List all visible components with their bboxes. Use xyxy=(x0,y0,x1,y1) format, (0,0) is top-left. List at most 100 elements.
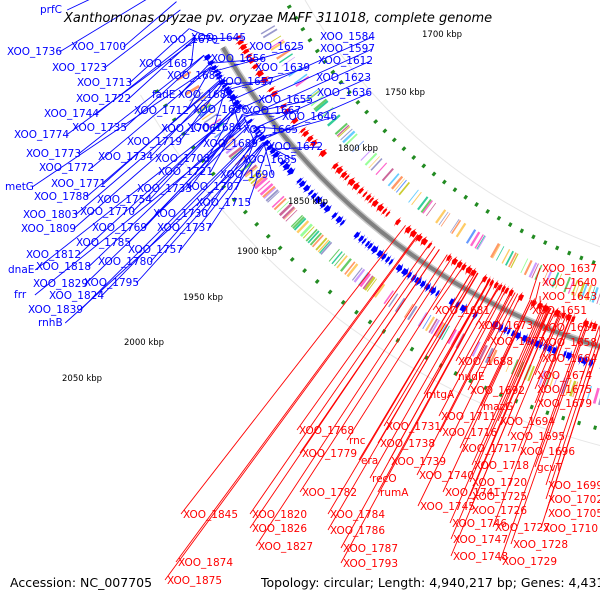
forward-gene-arrow xyxy=(366,241,375,251)
outer-marker xyxy=(424,355,429,361)
cog-feature-block xyxy=(352,140,364,153)
reverse-gene-arrow xyxy=(318,148,328,158)
leader-line-forward xyxy=(67,0,90,11)
cog-feature-block xyxy=(278,53,293,64)
cog-feature-block xyxy=(263,187,277,199)
leader-line-forward xyxy=(73,93,229,230)
forward-gene-arrow xyxy=(214,74,225,81)
leader-line-forward xyxy=(123,1,177,48)
leader-line-forward xyxy=(59,0,147,53)
cog-feature-block xyxy=(290,214,303,228)
gene-label-reverse: XOO_1738 xyxy=(380,438,435,450)
reverse-gene-arrow xyxy=(393,217,402,227)
leader-line-reverse xyxy=(416,290,512,476)
outer-marker xyxy=(529,404,534,410)
reverse-gene-arrow xyxy=(298,126,308,135)
leader-line-forward xyxy=(212,89,226,130)
cog-feature-block xyxy=(319,240,331,254)
forward-gene-arrow xyxy=(506,326,512,337)
inner-marker xyxy=(452,187,458,193)
leader-line-forward xyxy=(208,58,264,64)
cog-feature-block xyxy=(584,284,593,301)
cog-feature-block xyxy=(391,175,404,190)
leader-line-reverse xyxy=(255,254,448,547)
forward-gene-arrow xyxy=(448,296,456,308)
gene-label-forward: XOO_1708 xyxy=(155,153,210,165)
leader-line-reverse xyxy=(175,234,419,563)
forward-gene-arrow xyxy=(202,53,213,61)
inner-marker xyxy=(293,15,299,21)
gene-label-reverse: gcvT xyxy=(537,462,563,474)
leader-line-forward xyxy=(251,126,296,131)
cog-feature-block xyxy=(305,88,319,100)
gene-label-reverse: XOO_1747 xyxy=(453,534,508,546)
gene-label-reverse: XOO_1793 xyxy=(343,558,398,570)
cog-feature-block xyxy=(244,166,259,178)
reverse-gene-arrow xyxy=(571,313,576,325)
reverse-gene-arrow xyxy=(530,297,537,309)
cog-feature-block xyxy=(470,231,481,247)
inner-marker xyxy=(322,59,328,64)
reverse-gene-arrow xyxy=(289,116,300,125)
leader-line-reverse xyxy=(534,321,588,468)
gene-label-reverse: XOO_1681 xyxy=(435,305,490,317)
genome-summary-label: Topology: circular; Length: 4,940,217 bp… xyxy=(260,575,600,590)
forward-gene-arrow xyxy=(376,249,384,259)
gene-label-reverse: XOO_1673 xyxy=(478,320,533,332)
leader-line-forward xyxy=(91,67,212,169)
ruler-tick-label: 1850 kbp xyxy=(288,197,328,207)
gene-label-reverse: XOO_1845 xyxy=(183,509,238,521)
leader-line-forward xyxy=(264,144,295,161)
gene-label-forward: XOO_1707 xyxy=(185,181,240,193)
gene-label-reverse: mtgA xyxy=(426,389,455,401)
gene-label-reverse: XOO_1643 xyxy=(542,291,597,303)
gene-label-reverse: rnc xyxy=(349,435,366,447)
inner-marker xyxy=(382,128,388,134)
gene-label-reverse: XOO_1727 xyxy=(495,522,550,534)
cog-feature-block xyxy=(465,229,477,244)
reverse-gene-arrow xyxy=(330,161,340,170)
inner-marker xyxy=(346,89,352,95)
outer-marker xyxy=(171,117,177,123)
outer-marker xyxy=(577,420,582,426)
forward-gene-arrow xyxy=(410,273,418,284)
cog-feature-block xyxy=(273,197,287,211)
leader-line-reverse xyxy=(432,264,465,311)
leader-line-forward xyxy=(215,74,231,96)
forward-gene-arrow xyxy=(335,215,344,225)
gene-label-reverse: XOO_1677 xyxy=(490,336,545,348)
cog-feature-block xyxy=(544,269,553,285)
outer-marker xyxy=(327,289,333,295)
leader-line-forward xyxy=(259,116,335,139)
cog-feature-block xyxy=(199,106,214,118)
leader-line-forward xyxy=(150,81,221,158)
gene-label-forward: XOO_1803 xyxy=(23,209,78,221)
reverse-gene-arrow xyxy=(404,224,412,235)
cog-feature-block xyxy=(296,220,310,234)
leader-line-reverse xyxy=(449,305,546,524)
cog-feature-block xyxy=(370,158,383,171)
reverse-gene-arrow xyxy=(504,285,510,296)
cog-feature-block xyxy=(417,312,428,327)
leader-line-forward xyxy=(204,56,220,77)
gene-label-reverse: XOO_1640 xyxy=(542,277,597,289)
outer-marker xyxy=(210,171,216,177)
cog-feature-block xyxy=(353,268,366,283)
leader-line-forward xyxy=(242,99,311,115)
inner-marker xyxy=(300,26,306,32)
forward-gene-arrow xyxy=(546,343,553,355)
gene-label-forward: XOO_1735 xyxy=(72,122,127,134)
cog-feature-block xyxy=(336,124,350,137)
leader-line-reverse xyxy=(164,234,419,581)
reverse-gene-arrow xyxy=(451,256,459,267)
cog-feature-block xyxy=(307,230,320,244)
inner-marker xyxy=(286,4,292,10)
reverse-gene-arrow xyxy=(517,291,525,303)
inner-guide-ring xyxy=(304,0,600,248)
gene-label-forward: XOO_1744 xyxy=(44,108,99,120)
cog-feature-block xyxy=(510,359,519,375)
reverse-gene-arrow xyxy=(339,170,348,179)
leader-line-reverse xyxy=(469,306,547,483)
cog-feature-block xyxy=(455,222,467,238)
outer-marker xyxy=(545,410,550,416)
